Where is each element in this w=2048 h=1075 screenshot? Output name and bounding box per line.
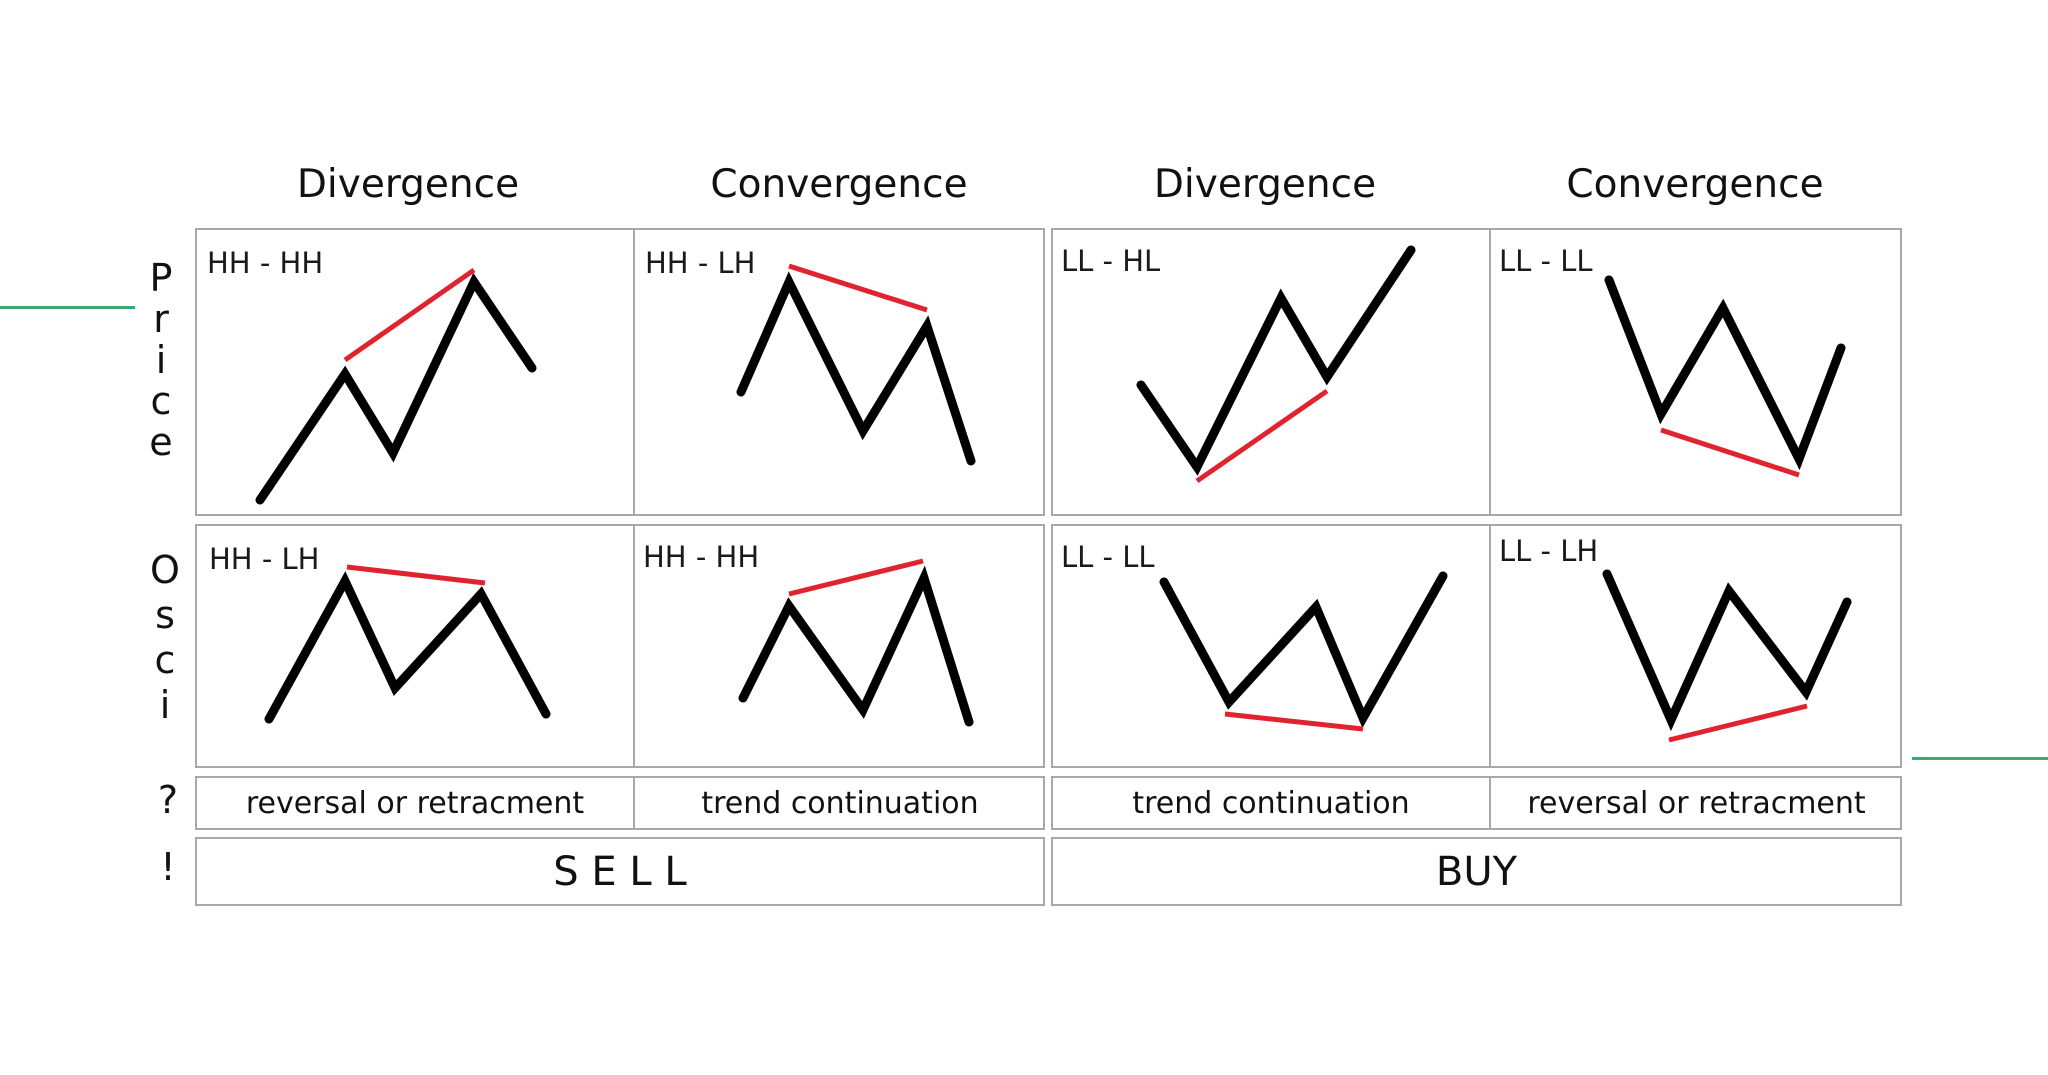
trend-line [1224, 711, 1364, 732]
price-line [736, 271, 976, 466]
trend-line [343, 267, 476, 363]
trend-line [1660, 427, 1800, 478]
sell-action-box: S E L L [195, 837, 1045, 906]
row-label-osci: O s c i [150, 548, 180, 727]
pattern-label: HH - LH [645, 246, 756, 280]
osci-hh-hh-cell: HH - HH [633, 526, 1045, 766]
left-accent-line [0, 306, 135, 309]
sell-label: S E L L [553, 848, 687, 895]
price-pattern-chart [736, 263, 976, 466]
header-buy-convergence: Convergence [1566, 162, 1824, 207]
price-hh-hh-cell: HH - HH [197, 230, 633, 514]
osci-ll-ll-cell: LL - LL [1053, 526, 1489, 766]
row-label-action: ! [160, 845, 176, 889]
meaning-buy-divergence: trend continuation [1132, 785, 1410, 821]
header-sell-convergence: Convergence [710, 162, 968, 207]
osci-hh-lh-cell: HH - LH [197, 526, 633, 766]
osci-line [738, 565, 974, 727]
osci-line [1602, 569, 1852, 732]
osci-ll-lh-cell: LL - LH [1489, 526, 1902, 766]
trend-line [788, 558, 924, 597]
pattern-label: HH - LH [209, 542, 320, 576]
meaning-sell-convergence: trend continuation [633, 778, 1045, 828]
osci-pattern-chart [264, 564, 551, 724]
header-sell-divergence: Divergence [296, 162, 520, 207]
price-hh-lh-cell: HH - LH [633, 230, 1045, 514]
osci-line [264, 571, 551, 724]
trend-line [1668, 703, 1808, 743]
row-label-question: ? [157, 778, 179, 822]
osci-pattern-chart [1602, 569, 1852, 743]
meaning-buy-box: trend continuation reversal or retracmen… [1051, 776, 1902, 830]
right-accent-line [1912, 757, 2048, 760]
price-line [255, 272, 537, 505]
meaning-sell-box: reversal or retracment trend continuatio… [195, 776, 1045, 830]
trend-line [1195, 388, 1329, 484]
trend-line [788, 263, 928, 313]
osci-sell-box: HH - LH HH - HH [195, 524, 1045, 768]
meaning-sell-divergence: reversal or retracment [245, 785, 585, 821]
pattern-label: HH - HH [643, 540, 760, 574]
osci-pattern-chart [1159, 571, 1448, 732]
osci-line [1159, 571, 1448, 729]
osci-pattern-chart [738, 558, 974, 727]
buy-label: BUY [1435, 848, 1518, 895]
price-sell-box: HH - HH HH - LH [195, 228, 1045, 516]
buy-action-box: BUY [1051, 837, 1902, 906]
pattern-label: HH - HH [207, 246, 324, 280]
price-line [1604, 275, 1846, 471]
row-label-price: P r i c e [149, 256, 173, 464]
pattern-label: LL - LL [1061, 540, 1155, 574]
pattern-label: LL - LL [1499, 244, 1593, 278]
header-buy-divergence: Divergence [1153, 162, 1377, 207]
price-pattern-chart [1136, 245, 1416, 484]
pattern-label: LL - HL [1061, 244, 1161, 278]
trend-line [346, 564, 486, 586]
price-ll-hl-cell: LL - HL [1053, 230, 1489, 514]
osci-buy-box: LL - LL LL - LH [1051, 524, 1902, 768]
price-buy-box: LL - HL LL - LL [1051, 228, 1902, 516]
price-ll-ll-cell: LL - LL [1489, 230, 1902, 514]
price-pattern-chart [255, 267, 537, 505]
price-line [1136, 245, 1416, 476]
pattern-label: LL - LH [1499, 534, 1599, 568]
meaning-buy-convergence: reversal or retracment [1489, 778, 1902, 828]
price-pattern-chart [1604, 275, 1846, 478]
